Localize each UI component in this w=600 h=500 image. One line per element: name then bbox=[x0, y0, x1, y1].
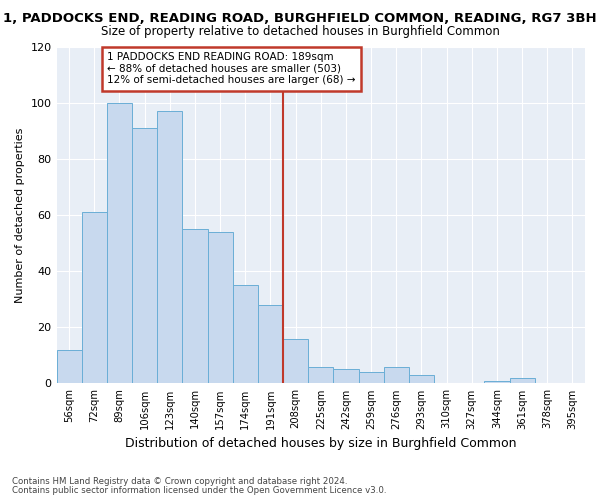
Bar bbox=[484, 380, 509, 384]
Y-axis label: Number of detached properties: Number of detached properties bbox=[15, 128, 25, 302]
Bar bbox=[107, 102, 132, 384]
X-axis label: Distribution of detached houses by size in Burghfield Common: Distribution of detached houses by size … bbox=[125, 437, 517, 450]
Bar bbox=[258, 305, 283, 384]
Text: Size of property relative to detached houses in Burghfield Common: Size of property relative to detached ho… bbox=[101, 25, 499, 38]
Bar bbox=[132, 128, 157, 384]
Bar bbox=[208, 232, 233, 384]
Bar bbox=[233, 285, 258, 384]
Bar bbox=[283, 338, 308, 384]
Bar bbox=[359, 372, 383, 384]
Bar bbox=[409, 375, 434, 384]
Bar bbox=[308, 366, 334, 384]
Bar bbox=[157, 111, 182, 384]
Bar bbox=[82, 212, 107, 384]
Text: 1, PADDOCKS END, READING ROAD, BURGHFIELD COMMON, READING, RG7 3BH: 1, PADDOCKS END, READING ROAD, BURGHFIEL… bbox=[3, 12, 597, 26]
Text: Contains public sector information licensed under the Open Government Licence v3: Contains public sector information licen… bbox=[12, 486, 386, 495]
Bar bbox=[509, 378, 535, 384]
Bar bbox=[383, 366, 409, 384]
Text: Contains HM Land Registry data © Crown copyright and database right 2024.: Contains HM Land Registry data © Crown c… bbox=[12, 477, 347, 486]
Bar bbox=[182, 229, 208, 384]
Text: 1 PADDOCKS END READING ROAD: 189sqm
← 88% of detached houses are smaller (503)
1: 1 PADDOCKS END READING ROAD: 189sqm ← 88… bbox=[107, 52, 355, 86]
Bar bbox=[334, 370, 359, 384]
Bar bbox=[56, 350, 82, 384]
